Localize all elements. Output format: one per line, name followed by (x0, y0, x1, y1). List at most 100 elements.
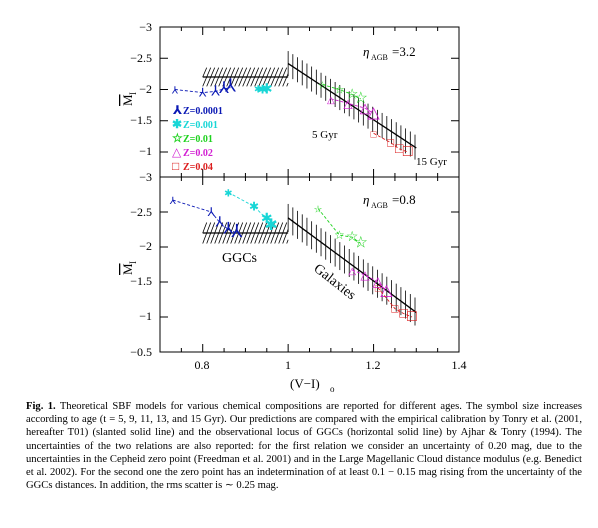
data-point: ⅄ (207, 205, 216, 219)
legend-item: △ Z=0.02 (172, 145, 213, 159)
legend-marker-green: ☆ (172, 131, 183, 145)
ggc-hatch (286, 239, 289, 244)
data-point: □ (375, 284, 381, 295)
data-point: ☆ (346, 88, 359, 103)
data-point: ⅄ (170, 196, 177, 207)
data-point: △ (360, 101, 371, 116)
figure: −3 −2.5 −2 −1.5 −1 −3 −2.5 −2 −1.5 −1 −0… (120, 20, 467, 394)
bottom-eta-value: =0.8 (392, 192, 416, 207)
data-point: □ (399, 307, 408, 322)
x-tick-label: 1 (285, 358, 291, 372)
data-point: □ (403, 143, 413, 160)
x-tick-labels: 0.8 1 1.2 1.4 (195, 358, 467, 372)
data-point: ⅄ (225, 76, 237, 96)
top-y-tick-label: −2 (139, 82, 152, 96)
data-point: □ (387, 136, 394, 150)
legend-label: Z=0.02 (183, 148, 213, 159)
top-y-tick-label: −2.5 (130, 51, 152, 65)
series-line-3 (330, 98, 374, 114)
legend: ⅄ Z=0.0001 ✱ Z=0.001 ☆ Z=0.01 △ Z=0.02 □… (172, 103, 223, 173)
bottom-y-tick-label: −2.5 (130, 205, 152, 219)
bottom-y-axis-subscript: I (128, 261, 138, 264)
data-point: ☆ (354, 235, 368, 252)
data-point: △ (348, 266, 356, 277)
model-series: ⅄ ⅄ ⅄ ⅄⅄ ✱✱✱ ☆ ☆ ☆☆△ △ △△□□ □ □⅄⅄⅄ ⅄⅄✱✱✱✱☆☆ ☆☆△ △ △△□□ □… (170, 76, 417, 325)
data-point: □ (371, 129, 377, 140)
legend-item: ☆ Z=0.01 (172, 131, 213, 145)
data-point: □ (391, 302, 398, 316)
uncertainty-hatches (202, 51, 417, 326)
data-point: ☆ (318, 81, 327, 92)
data-point: ⅄ (210, 84, 220, 99)
bottom-y-tick-labels: −3 −2.5 −2 −1.5 −1 −0.5 (130, 170, 152, 359)
t01-relation-line (287, 63, 417, 149)
top-eta-subscript: AGB (371, 53, 388, 62)
figure-plot: −3 −2.5 −2 −1.5 −1 −3 −2.5 −2 −1.5 −1 −0… (120, 20, 467, 394)
data-point: ⅄ (172, 86, 179, 97)
data-point: ✱ (254, 84, 262, 95)
annotation-ggcs: GGCs (222, 251, 257, 266)
data-point: ☆ (346, 230, 359, 245)
ggc-hatch (286, 82, 289, 87)
bottom-eta-symbol: η (363, 192, 369, 207)
caption-text: Theoretical SBF models for various chemi… (26, 401, 582, 492)
series-line-2 (322, 84, 361, 100)
top-eta-value: =3.2 (392, 44, 416, 59)
t01-relation-line (287, 217, 417, 313)
top-y-axis-subscript: I (128, 92, 138, 95)
bottom-y-tick-label: −0.5 (130, 345, 152, 359)
top-y-tick-label: −1.5 (130, 113, 152, 127)
ggc-hatch (282, 73, 289, 87)
top-eta-label: η AGB =3.2 (363, 44, 416, 62)
legend-item: ⅄ Z=0.0001 (172, 103, 223, 117)
legend-marker-cyan: ✱ (172, 117, 182, 131)
bottom-y-tick-label: −2 (139, 239, 152, 253)
data-point: ⅄ (215, 216, 225, 231)
data-point: ⅄ (218, 80, 229, 97)
data-point: △ (367, 104, 380, 121)
top-y-tick-labels: −3 −2.5 −2 −1.5 −1 (130, 20, 152, 158)
data-point: ✱ (257, 83, 267, 97)
data-point: ☆ (334, 228, 345, 242)
top-y-axis-title: M I (120, 92, 138, 106)
data-point: ☆ (354, 90, 368, 107)
ggc-hatch (202, 222, 208, 234)
bottom-y-axis-title: M I (120, 261, 138, 275)
legend-label: Z=0.04 (183, 162, 213, 173)
series-line-0 (172, 199, 238, 234)
ggc-hatch (282, 229, 289, 244)
data-point: ✱ (224, 188, 232, 199)
annotations: 5 Gyr 15 Gyr (312, 129, 447, 168)
bottom-eta-label: η AGB =0.8 (363, 192, 416, 210)
top-y-axis-label: M (120, 94, 135, 106)
series-line-1 (258, 87, 267, 90)
x-tick-label: 1.4 (452, 358, 467, 372)
legend-item: □ Z=0.04 (172, 159, 213, 173)
data-point: ⅄ (231, 221, 243, 241)
legend-label: Z=0.01 (183, 134, 213, 145)
bottom-y-tick-label: −1.5 (130, 274, 152, 288)
bottom-y-tick-label: −1 (139, 309, 152, 323)
data-point: △ (380, 282, 393, 299)
series-line-3 (352, 269, 387, 292)
data-point: △ (327, 95, 335, 106)
data-point: ⅄ (198, 86, 207, 100)
data-point: △ (343, 96, 353, 110)
bottom-annotations: GGCs Galaxies (222, 251, 358, 303)
data-point: ⅄ (222, 221, 233, 238)
x-tick-label: 0.8 (195, 358, 210, 372)
data-point: △ (360, 268, 370, 282)
legend-item: ✱ Z=0.001 (172, 117, 218, 131)
top-y-tick-label: −1 (139, 144, 152, 158)
top-eta-symbol: η (363, 44, 369, 59)
figure-caption: Fig. 1. Theoretical SBF models for vario… (26, 400, 582, 492)
top-y-tick-label: −3 (139, 20, 152, 34)
data-point: ☆ (334, 83, 345, 97)
x-axis-title: (V−I) o (290, 376, 335, 394)
data-point: □ (395, 142, 404, 157)
x-axis-subscript: o (330, 384, 335, 394)
annotation-5gyr: 5 Gyr (312, 129, 338, 141)
data-point: ✱ (249, 199, 259, 213)
legend-label: Z=0.001 (183, 120, 218, 131)
bottom-y-tick-label: −3 (139, 170, 152, 184)
